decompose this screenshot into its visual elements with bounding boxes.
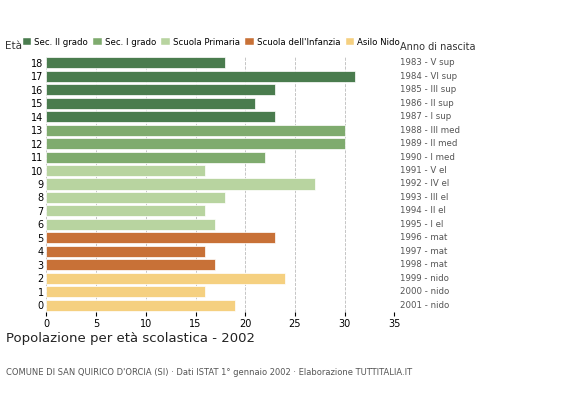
Text: 1995 - I el: 1995 - I el	[400, 220, 444, 229]
Text: 1986 - II sup: 1986 - II sup	[400, 99, 454, 108]
Text: 1985 - III sup: 1985 - III sup	[400, 85, 456, 94]
Bar	[46, 152, 265, 162]
Bar	[46, 300, 235, 311]
Text: 2000 - nido: 2000 - nido	[400, 287, 450, 296]
Bar	[46, 84, 275, 95]
Text: 2001 - nido: 2001 - nido	[400, 301, 450, 310]
Bar	[46, 138, 345, 149]
Text: 1984 - VI sup: 1984 - VI sup	[400, 72, 457, 81]
Bar	[46, 98, 255, 109]
Text: COMUNE DI SAN QUIRICO D'ORCIA (SI) · Dati ISTAT 1° gennaio 2002 · Elaborazione T: COMUNE DI SAN QUIRICO D'ORCIA (SI) · Dat…	[6, 368, 412, 377]
Text: 1994 - II el: 1994 - II el	[400, 206, 446, 216]
Text: 1990 - I med: 1990 - I med	[400, 152, 455, 162]
Bar	[46, 286, 205, 297]
Text: 1987 - I sup: 1987 - I sup	[400, 112, 451, 121]
Bar	[46, 246, 205, 257]
Bar	[46, 124, 345, 136]
Text: 1997 - mat: 1997 - mat	[400, 247, 448, 256]
Text: Popolazione per età scolastica - 2002: Popolazione per età scolastica - 2002	[6, 332, 255, 345]
Text: 1999 - nido: 1999 - nido	[400, 274, 449, 283]
Bar	[46, 273, 285, 284]
Bar	[46, 178, 315, 190]
Text: Età: Età	[5, 41, 21, 51]
Bar	[46, 259, 215, 270]
Bar	[46, 165, 205, 176]
Text: 1988 - III med: 1988 - III med	[400, 126, 460, 135]
Text: 1992 - IV el: 1992 - IV el	[400, 180, 450, 188]
Bar	[46, 57, 226, 68]
Text: 1993 - III el: 1993 - III el	[400, 193, 448, 202]
Text: 1983 - V sup: 1983 - V sup	[400, 58, 455, 67]
Bar	[46, 71, 354, 82]
Text: 1991 - V el: 1991 - V el	[400, 166, 447, 175]
Text: 1996 - mat: 1996 - mat	[400, 233, 448, 242]
Bar	[46, 206, 205, 216]
Legend: Sec. II grado, Sec. I grado, Scuola Primaria, Scuola dell'Infanzia, Asilo Nido: Sec. II grado, Sec. I grado, Scuola Prim…	[23, 38, 400, 46]
Text: 1998 - mat: 1998 - mat	[400, 260, 448, 269]
Bar	[46, 111, 275, 122]
Bar	[46, 219, 215, 230]
Text: 1989 - II med: 1989 - II med	[400, 139, 458, 148]
Bar	[46, 232, 275, 244]
Bar	[46, 192, 226, 203]
Text: Anno di nascita: Anno di nascita	[400, 42, 476, 52]
